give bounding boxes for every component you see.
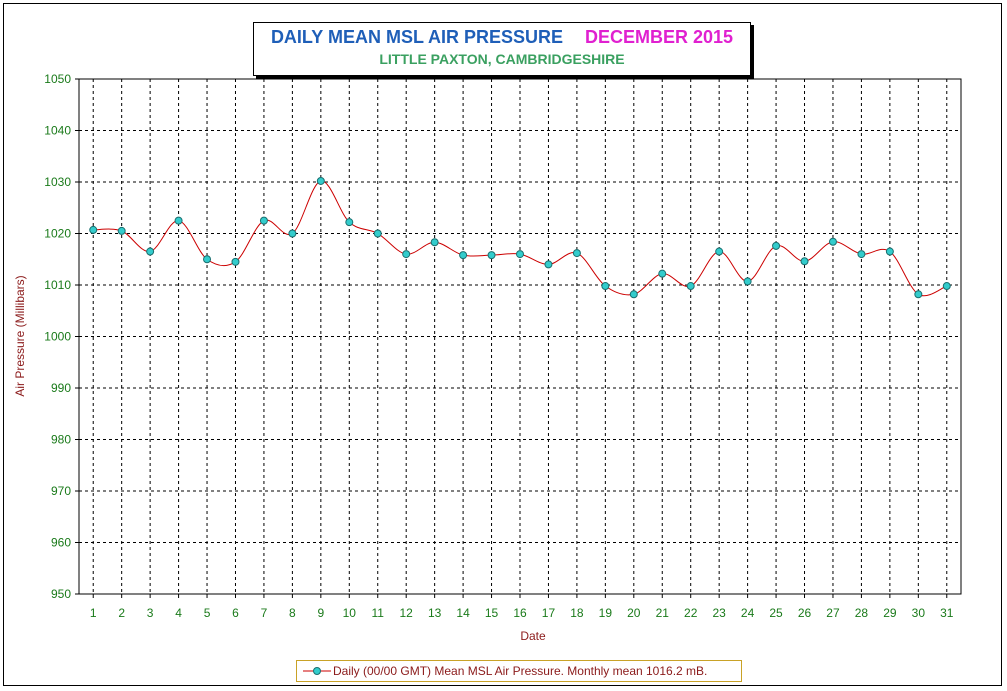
data-point-marker (146, 247, 155, 256)
series-markers (89, 176, 951, 299)
x-axis-label: Date (520, 629, 546, 643)
x-tick-label: 21 (656, 606, 670, 620)
chart-title: DAILY MEAN MSL AIR PRESSURE DECEMBER 2015 (254, 27, 750, 48)
y-axis-label: Air Pressure (Millibars) (13, 275, 27, 396)
title-box: DAILY MEAN MSL AIR PRESSURE DECEMBER 2015… (253, 22, 751, 76)
data-point-marker (857, 250, 866, 259)
y-tick-label: 970 (51, 484, 71, 498)
data-point-marker (89, 225, 98, 234)
x-tick-label: 12 (400, 606, 414, 620)
data-point-marker (288, 229, 297, 238)
legend-swatch (303, 667, 331, 675)
data-point-marker (117, 226, 126, 235)
data-point-marker (174, 216, 183, 225)
chart-subtitle: LITTLE PAXTON, CAMBRIDGESHIRE (379, 51, 625, 67)
y-tick-label: 950 (51, 587, 71, 601)
data-point-marker (942, 282, 951, 291)
y-tick-label: 1030 (44, 175, 71, 189)
y-tick-label: 1000 (44, 330, 71, 344)
data-point-marker (772, 241, 781, 250)
data-point-marker (203, 255, 212, 264)
x-tick-label: 23 (712, 606, 726, 620)
legend-label: Daily (00/00 GMT) Mean MSL Air Pressure.… (333, 664, 708, 678)
data-point-marker (544, 260, 553, 269)
x-tick-label: 14 (456, 606, 470, 620)
plot-area (78, 78, 962, 595)
legend: Daily (00/00 GMT) Mean MSL Air Pressure.… (296, 660, 742, 682)
x-tick-label: 5 (204, 606, 211, 620)
data-point-marker (686, 282, 695, 291)
title-main: DAILY MEAN MSL AIR PRESSURE (270, 27, 563, 47)
data-point-marker (316, 176, 325, 185)
x-tick-label: 31 (940, 606, 954, 620)
data-point-marker (345, 218, 354, 227)
x-tick-label: 11 (372, 606, 385, 620)
chart-frame (3, 3, 1002, 686)
data-point-marker (629, 290, 638, 299)
data-point-marker (885, 247, 894, 256)
x-tick-label: 20 (627, 606, 641, 620)
x-tick-label: 15 (485, 606, 499, 620)
grid-layer (75, 78, 961, 598)
data-point-marker (914, 290, 923, 299)
x-tick-label: 27 (826, 606, 840, 620)
y-tick-label: 1020 (44, 227, 71, 241)
data-point-marker (402, 250, 411, 259)
data-point-marker (487, 251, 496, 260)
y-tick-label: 980 (51, 433, 71, 447)
data-point-marker (430, 238, 439, 247)
x-tick-label: 3 (147, 606, 154, 620)
data-point-marker (373, 229, 382, 238)
y-tick-label: 1010 (44, 278, 71, 292)
x-tick-label: 17 (542, 606, 556, 620)
x-tick-label: 19 (599, 606, 613, 620)
data-point-marker (743, 277, 752, 286)
y-tick-labels: 950 960 970 980 990 1000 1010 1020 1030 1040 1050 (44, 72, 71, 601)
x-tick-label: 22 (684, 606, 698, 620)
data-point-marker (601, 282, 610, 291)
data-point-marker (715, 247, 724, 256)
x-tick-label: 2 (118, 606, 125, 620)
x-tick-label: 13 (428, 606, 442, 620)
data-point-marker (572, 249, 581, 258)
x-tick-label: 1 (90, 606, 97, 620)
y-tick-label: 1050 (44, 72, 71, 86)
y-tick-label: 1040 (44, 124, 71, 138)
x-tick-label: 4 (175, 606, 182, 620)
x-tick-label: 25 (769, 606, 783, 620)
data-point-marker (658, 269, 667, 278)
x-tick-label: 7 (261, 606, 268, 620)
data-point-marker (828, 237, 837, 246)
x-tick-label: 6 (232, 606, 239, 620)
data-point-marker (516, 250, 524, 259)
x-tick-label: 9 (317, 606, 324, 620)
data-point-marker (459, 251, 468, 260)
x-tick-label: 30 (912, 606, 926, 620)
title-month: DECEMBER 2015 (585, 27, 734, 47)
y-tick-label: 990 (51, 381, 71, 395)
data-point-marker (259, 216, 268, 225)
data-point-marker (231, 257, 240, 266)
x-tick-label: 28 (855, 606, 869, 620)
x-tick-label: 8 (289, 606, 296, 620)
x-tick-label: 16 (513, 606, 527, 620)
x-tick-labels: 1 2 3 4 5 6 7 8 9 10 11 12 13 14 15 16 17 18 19 20 21 22 23 24 2… (90, 606, 954, 620)
x-tick-label: 18 (570, 606, 584, 620)
x-tick-label: 24 (741, 606, 755, 620)
x-tick-label: 10 (343, 606, 357, 620)
x-tick-label: 29 (883, 606, 897, 620)
x-tick-label: 26 (798, 606, 812, 620)
data-point-marker (800, 257, 809, 266)
y-tick-label: 960 (51, 536, 71, 550)
